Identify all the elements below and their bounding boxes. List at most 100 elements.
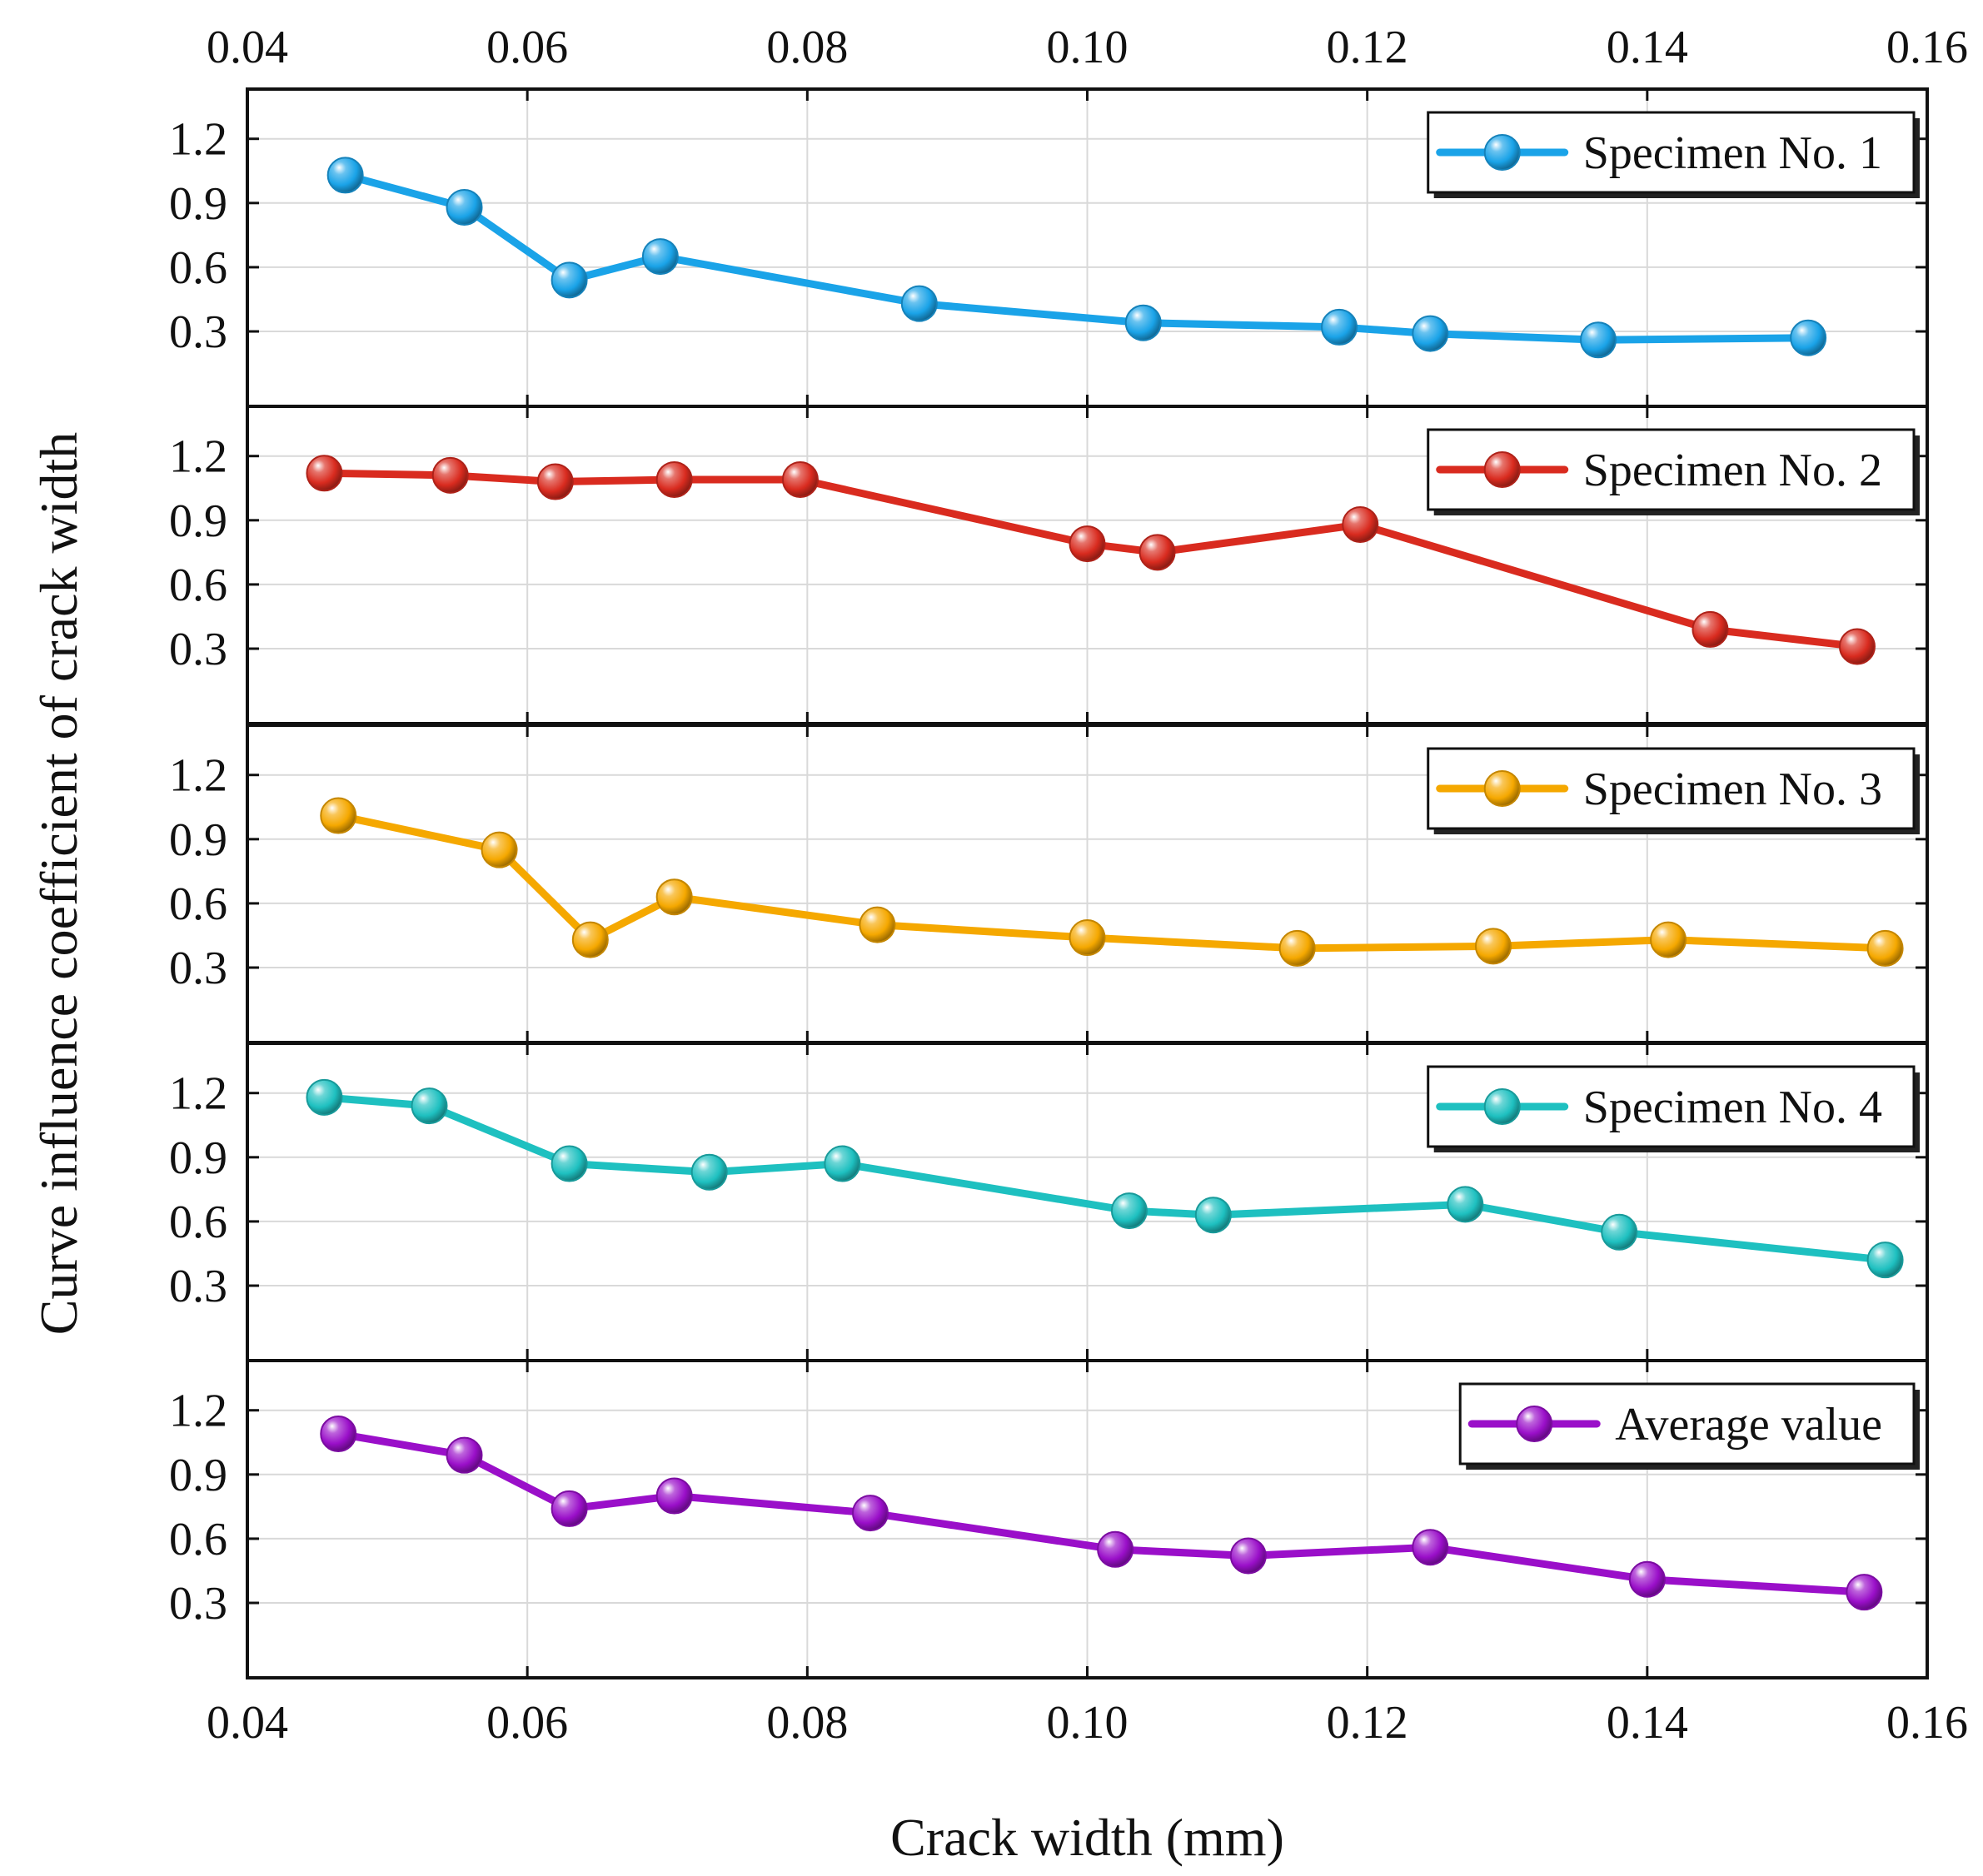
series-line-5 xyxy=(334,1430,1868,1596)
y-tick-label: 1.2 xyxy=(169,114,227,166)
data-point xyxy=(320,1415,357,1452)
data-point xyxy=(306,1078,343,1116)
data-point xyxy=(1412,315,1449,352)
x-tick-label-bottom: 0.14 xyxy=(1607,1697,1688,1749)
series-line-2 xyxy=(320,469,1861,650)
y-tick-label: 0.6 xyxy=(169,1197,227,1248)
series-line-3 xyxy=(334,812,1890,953)
x-tick-label-bottom: 0.10 xyxy=(1047,1697,1129,1749)
series-line-4 xyxy=(320,1093,1890,1264)
data-point xyxy=(1321,308,1358,346)
x-tick-label-bottom: 0.08 xyxy=(766,1697,848,1749)
x-tick-label-top: 0.06 xyxy=(486,22,568,73)
data-point xyxy=(551,1490,588,1527)
data-point xyxy=(1110,1192,1148,1230)
y-tick-label: 1.2 xyxy=(169,750,227,802)
y-tick-label: 0.3 xyxy=(169,1578,227,1630)
data-point xyxy=(1194,1197,1232,1234)
data-point xyxy=(571,921,609,958)
x-tick-label-top: 0.08 xyxy=(766,22,848,73)
y-tick-label: 0.9 xyxy=(169,495,227,547)
x-tick-label-top: 0.16 xyxy=(1886,22,1968,73)
y-tick-label: 0.3 xyxy=(169,1261,227,1312)
data-point xyxy=(1838,628,1876,665)
data-point xyxy=(655,1477,693,1515)
y-tick-label: 0.3 xyxy=(169,306,227,358)
data-point xyxy=(641,238,679,276)
legend-marker xyxy=(1483,134,1521,171)
x-axis-label: Crack width (mm) xyxy=(890,1808,1284,1867)
y-tick-label: 1.2 xyxy=(169,1386,227,1437)
legend-marker xyxy=(1516,1406,1553,1442)
panel-grid xyxy=(247,406,1927,724)
x-tick-label-bottom: 0.16 xyxy=(1886,1697,1968,1749)
legend-2: Specimen No. 2 xyxy=(1427,428,1920,515)
data-point xyxy=(1846,1574,1883,1611)
data-point xyxy=(536,463,574,500)
legend-1: Specimen No. 1 xyxy=(1427,111,1920,198)
data-point xyxy=(446,1436,483,1474)
legend-label: Specimen No. 2 xyxy=(1583,445,1882,496)
data-point xyxy=(781,460,819,498)
panel-y-axis: 0.3 0.6 0.9 1.2 xyxy=(169,1361,1929,1678)
panel-3: 0.3 0.6 0.9 1.2 Specimen No. 3 xyxy=(169,724,1929,1044)
y-tick-label: 0.6 xyxy=(169,1514,227,1565)
data-point xyxy=(1069,919,1106,957)
data-point xyxy=(851,1495,889,1532)
data-point xyxy=(1097,1530,1134,1568)
y-tick-label: 0.6 xyxy=(169,242,227,294)
data-point xyxy=(1447,1186,1484,1223)
data-point xyxy=(1124,304,1162,341)
x-tick-label-top: 0.14 xyxy=(1607,22,1688,73)
legend-label: Specimen No. 4 xyxy=(1583,1082,1882,1133)
axes-labels: Crack width (mm) Curve influence coeffic… xyxy=(29,432,1284,1867)
data-point xyxy=(1650,921,1687,958)
data-point xyxy=(859,906,896,943)
y-tick-label: 0.9 xyxy=(169,814,227,866)
y-axis-label: Curve influence coefficient of crack wid… xyxy=(29,432,88,1336)
panel-1: 0.3 0.6 0.9 1.2 Specimen No. 1 xyxy=(169,87,1929,408)
y-tick-label: 0.9 xyxy=(169,1132,227,1184)
x-axis-tick-labels: 0.04 0.04 0.06 0.06 0.08 0.08 0.10 0.10 0.12 0.12… xyxy=(207,22,1968,1749)
panel-y-axis: 0.3 0.6 0.9 1.2 xyxy=(169,1043,1929,1361)
panel-5: 0.3 0.6 0.9 1.2 Average value xyxy=(169,1359,1929,1679)
legend-marker xyxy=(1483,451,1521,488)
data-point xyxy=(306,455,343,492)
chart-panels: 0.3 0.6 0.9 1.2 Specimen No. 1 0.3 0.6 0.9 1.2 Sp… xyxy=(169,22,1968,1749)
data-point xyxy=(481,831,518,868)
data-point xyxy=(1342,505,1379,543)
data-point xyxy=(1138,534,1176,571)
data-point xyxy=(1628,1560,1666,1598)
data-point xyxy=(551,261,588,299)
panel-2: 0.3 0.6 0.9 1.2 Specimen No. 2 xyxy=(169,405,1929,725)
data-point xyxy=(1692,610,1729,648)
data-point xyxy=(655,878,693,916)
data-point xyxy=(1412,1529,1449,1566)
y-tick-label: 0.9 xyxy=(169,1450,227,1501)
data-point xyxy=(411,1087,448,1125)
data-point xyxy=(446,188,483,226)
x-tick-label-bottom: 0.12 xyxy=(1327,1697,1408,1749)
panel-y-axis: 0.3 0.6 0.9 1.2 xyxy=(169,406,1929,724)
panel-y-axis: 0.3 0.6 0.9 1.2 xyxy=(169,725,1929,1042)
y-tick-label: 0.9 xyxy=(169,178,227,230)
legend-label: Specimen No. 3 xyxy=(1583,764,1882,815)
data-point xyxy=(1229,1537,1267,1575)
data-point xyxy=(1866,1242,1904,1279)
data-point xyxy=(551,1145,588,1182)
data-point xyxy=(1474,928,1512,965)
legend-5: Average value xyxy=(1458,1382,1920,1470)
legend-label: Specimen No. 1 xyxy=(1583,127,1882,179)
data-point xyxy=(1069,525,1106,563)
legend-4: Specimen No. 4 xyxy=(1427,1065,1920,1152)
y-tick-label: 0.3 xyxy=(169,943,227,994)
legend-marker xyxy=(1483,1088,1521,1125)
legend-3: Specimen No. 3 xyxy=(1427,747,1920,834)
data-point xyxy=(320,797,357,834)
data-point xyxy=(655,460,693,498)
x-tick-label-top: 0.10 xyxy=(1047,22,1129,73)
data-point xyxy=(1866,929,1904,967)
data-point xyxy=(326,157,364,194)
